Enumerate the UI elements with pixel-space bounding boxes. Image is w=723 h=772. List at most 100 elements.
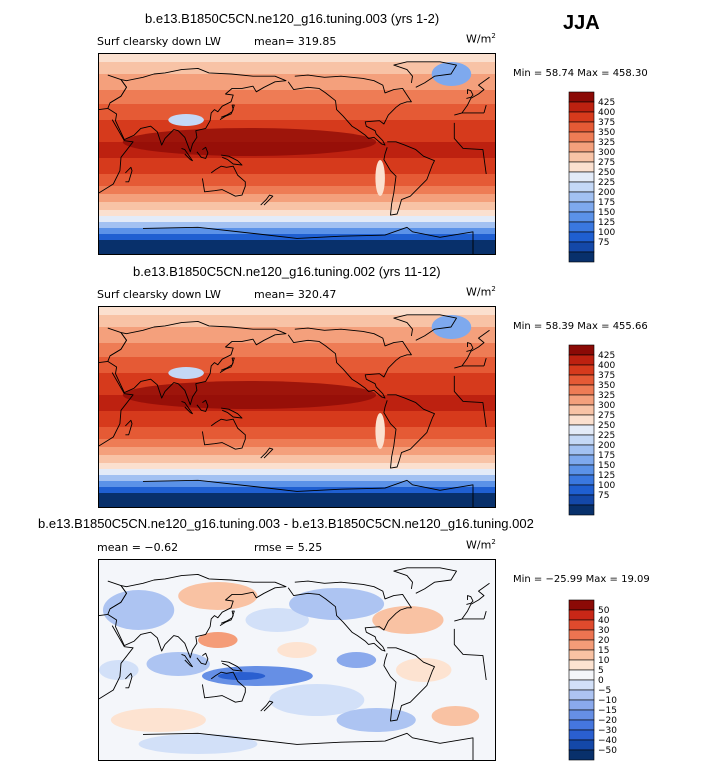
panel1-colorbar-tick: 250 xyxy=(598,168,615,178)
panel3-colorbar-tick: 40 xyxy=(598,616,610,626)
panel2-colorbar-swatch xyxy=(568,494,595,506)
panel2-coastline-borneo xyxy=(196,399,209,412)
panel1-tibet-min xyxy=(168,114,204,126)
panel3-colorbar-tick: −50 xyxy=(598,746,617,756)
panel1-title: b.e13.B1850C5CN.ne120_g16.tuning.003 (yr… xyxy=(145,11,440,26)
panel3-colorbar-swatch xyxy=(568,709,595,721)
panel1-colorbar-tick: 425 xyxy=(598,98,615,108)
panel3-colorbar-swatch xyxy=(568,649,595,661)
panel3-colorbar-swatch xyxy=(568,719,595,731)
panel2-field-band xyxy=(99,475,495,482)
panel2-coastline-madagascar xyxy=(125,419,133,436)
panel2-coastline-africa xyxy=(453,375,487,428)
panel1-field-band xyxy=(99,202,495,211)
panel2-coastline-japan xyxy=(219,357,235,373)
panel3-colorbar-tick: −10 xyxy=(598,696,617,706)
panel3-coastline-north-america xyxy=(287,580,412,652)
panel2-colorbar: 425 400 375 350 325 300 275 250 225 200 175 150 125 1… xyxy=(568,344,638,521)
panel3-anomaly-blob xyxy=(336,652,377,668)
panel2-colorbar-swatch xyxy=(568,474,595,486)
panel2-title: b.e13.B1850C5CN.ne120_g16.tuning.002 (yr… xyxy=(133,264,441,279)
panel3-colorbar-tick: 0 xyxy=(598,676,604,686)
panel1-colorbar-tick: 300 xyxy=(598,148,615,158)
panel1-colorbar-tick: 100 xyxy=(598,228,615,238)
panel2-field-band xyxy=(99,463,495,470)
panel1-coastline-europe xyxy=(483,104,487,114)
panel1-field-band xyxy=(99,210,495,217)
panel3-coastline-borneo xyxy=(196,652,209,665)
panel2-coastline-australia xyxy=(201,418,246,450)
panel1-field-band xyxy=(99,74,495,91)
panel3-colorbar-swatch xyxy=(568,749,595,761)
panel2-field-band xyxy=(99,343,495,358)
panel1-colorbar-swatch xyxy=(568,141,595,153)
panel2-andes-min xyxy=(375,413,385,449)
panel2-colorbar-svg: 4254003753503253002752502252001751501251… xyxy=(568,344,615,516)
panel1-field-band xyxy=(99,174,495,187)
panel2-colorbar-tick: 425 xyxy=(598,351,615,361)
panel3-units-label: W/m2 xyxy=(466,538,496,552)
panel1-colorbar-tick: 150 xyxy=(598,208,615,218)
panel3-coastline-asia xyxy=(107,573,287,659)
panel2-colorbar-tick: 100 xyxy=(598,481,615,491)
panel1-coastline-greenland xyxy=(393,61,457,88)
panel1-colorbar-tick: 325 xyxy=(598,138,615,148)
panel3-colorbar-swatch xyxy=(568,739,595,751)
panel3-colorbar-swatch xyxy=(568,729,595,741)
panel2-colorbar-tick: 375 xyxy=(598,371,615,381)
panel1-coastline-uk xyxy=(466,89,474,99)
panel3-coastline-new-guinea xyxy=(221,660,243,672)
panel1-colorbar-swatch xyxy=(568,161,595,173)
panel3-anomaly-blob xyxy=(99,660,139,680)
panel1-field-band xyxy=(99,104,495,121)
panel3-title: b.e13.B1850C5CN.ne120_g16.tuning.003 - b… xyxy=(38,516,534,531)
panel2-colorbar-swatch xyxy=(568,424,595,436)
season-label: JJA xyxy=(563,12,600,34)
panel2-tibet-min xyxy=(168,367,204,379)
panel2-field-band xyxy=(99,455,495,464)
panel2-colorbar-tick: 225 xyxy=(598,431,615,441)
panel3-colorbar-tick: −15 xyxy=(598,706,617,716)
panel3-anomaly-blob xyxy=(110,708,206,732)
panel3-anomaly-blob xyxy=(178,582,258,610)
panel2-field-band xyxy=(99,439,495,448)
panel3-colorbar-tick: 5 xyxy=(598,666,604,676)
panel1-field-band xyxy=(99,158,495,175)
panel1-coastline-africa xyxy=(453,122,487,175)
panel3-coastline-madagascar xyxy=(125,672,133,689)
panel3-coastline-africa xyxy=(454,618,484,622)
panel3-colorbar-swatch xyxy=(568,619,595,631)
panel3-coastline-greenland xyxy=(393,567,457,594)
panel1-colorbar-tick: 375 xyxy=(598,118,615,128)
panel1-colorbar-swatch xyxy=(568,111,595,123)
panel1-colorbar-swatch xyxy=(568,191,595,203)
panel2-colorbar-tick: 250 xyxy=(598,421,615,431)
panel2-map-svg xyxy=(99,307,495,507)
panel1-colorbar: 425 400 375 350 325 300 275 250 225 200 175 150 125 1… xyxy=(568,91,638,268)
panel3-colorbar-swatch xyxy=(568,639,595,651)
panel2-colorbar-tick: 400 xyxy=(598,361,615,371)
panel1-coastline-europe xyxy=(461,76,490,114)
panel2-colorbar-tick: 75 xyxy=(598,491,609,501)
panel2-field-band xyxy=(99,493,495,507)
panel1-minmax-label: Min = 58.74 Max = 458.30 xyxy=(513,68,648,79)
panel1-field-band xyxy=(99,222,495,229)
panel2-colorbar-swatch xyxy=(568,444,595,456)
panel2-coastline-antarctica xyxy=(142,479,474,507)
panel2-coastline-new-guinea xyxy=(221,407,243,419)
panel3-colorbar-tick: 10 xyxy=(598,656,610,666)
panel1-coastline-africa xyxy=(99,119,134,194)
panel3-anomaly-blob xyxy=(431,706,480,726)
panel1-field-band xyxy=(99,216,495,223)
panel3-coastline-south-america xyxy=(383,647,435,722)
panel1-coastline-antarctica xyxy=(142,226,474,254)
panel2-colorbar-swatch xyxy=(568,484,595,496)
panel3-anomaly-blob xyxy=(277,642,317,658)
panel3-anomaly-blob xyxy=(245,608,309,632)
panel1-coastline-borneo xyxy=(196,146,209,159)
panel1-colorbar-swatch xyxy=(568,211,595,223)
panel1-coastline-north-america xyxy=(287,74,412,146)
panel1-colorbar-tick: 200 xyxy=(598,188,615,198)
panel3-coastline-antarctica xyxy=(142,732,474,760)
